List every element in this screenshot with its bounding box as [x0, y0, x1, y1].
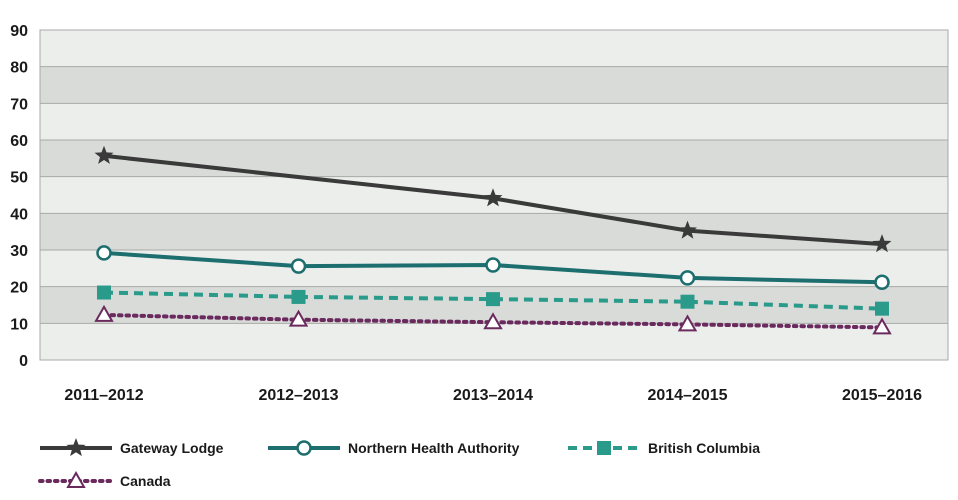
data-point-northern-health-authority	[874, 274, 890, 291]
data-point-northern-health-authority	[290, 258, 307, 274]
x-tick-label: 2015–2016	[842, 387, 922, 404]
data-point-northern-health-authority	[96, 245, 112, 261]
grid-band	[40, 66, 948, 104]
grid-band	[40, 140, 948, 177]
data-point-canada	[872, 317, 892, 335]
grid-band	[40, 103, 948, 140]
grid-band	[40, 323, 948, 360]
y-tick-label: 60	[10, 133, 28, 150]
data-point-canada	[483, 312, 503, 330]
data-point-gateway-lodge	[483, 188, 503, 207]
y-tick-label: 80	[10, 60, 28, 77]
series-line-gateway-lodge	[103, 153, 883, 247]
series-markers	[94, 145, 892, 335]
y-tick-label: 40	[10, 206, 28, 223]
y-tick-label: 20	[10, 280, 28, 297]
x-tick-label: 2013–2014	[453, 387, 533, 404]
plot-background	[39, 29, 949, 361]
series-line-british-columbia	[103, 290, 883, 311]
legend-marker	[597, 441, 611, 455]
legend-label: Gateway Lodge	[120, 440, 224, 456]
data-point-canada	[677, 314, 698, 332]
legend: Gateway Lodge Northern Health Authority Br…	[38, 438, 760, 489]
legend-marker	[66, 470, 86, 488]
data-point-northern-health-authority	[485, 257, 501, 273]
legend-label: British Columbia	[648, 440, 760, 456]
y-tick-label: 0	[19, 353, 28, 370]
x-axis: 2011–2012 2012–2013 2013–2014 2014–2015 2015…	[64, 387, 922, 404]
legend-item-northern-health-authority: Northern Health Authority	[268, 440, 520, 456]
legend-marker	[66, 438, 86, 457]
data-point-british-columbia	[680, 294, 695, 309]
data-point-british-columbia	[486, 292, 500, 307]
data-point-british-columbia	[291, 289, 306, 304]
data-point-gateway-lodge	[678, 220, 697, 239]
x-tick-label: 2011–2012	[64, 387, 143, 404]
data-point-british-columbia	[875, 301, 889, 316]
y-tick-label: 10	[10, 316, 28, 333]
data-point-gateway-lodge	[94, 145, 114, 164]
data-point-canada	[288, 309, 309, 327]
data-point-gateway-lodge	[872, 234, 892, 253]
y-tick-label: 70	[10, 96, 28, 113]
legend-item-canada: Canada	[38, 470, 171, 489]
x-tick-label: 2012–2013	[258, 387, 338, 404]
y-tick-label: 50	[10, 170, 28, 187]
legend-label: Canada	[120, 473, 171, 489]
data-point-british-columbia	[97, 285, 111, 300]
plot-border	[39, 29, 949, 361]
legend-item-british-columbia: British Columbia	[568, 440, 760, 456]
legend-label: Northern Health Authority	[348, 440, 520, 456]
grid-band	[40, 30, 948, 67]
legend-marker	[296, 440, 312, 456]
y-axis: 0 10 20 30 40 50 60 70 80 90	[10, 23, 28, 370]
legend-item-gateway-lodge: Gateway Lodge	[40, 438, 224, 457]
grid-band	[40, 213, 948, 250]
y-tick-label: 30	[10, 243, 28, 260]
data-point-northern-health-authority	[679, 270, 696, 286]
y-tick-label: 90	[10, 23, 28, 40]
x-tick-label: 2014–2015	[647, 387, 727, 404]
data-point-canada	[94, 304, 114, 322]
